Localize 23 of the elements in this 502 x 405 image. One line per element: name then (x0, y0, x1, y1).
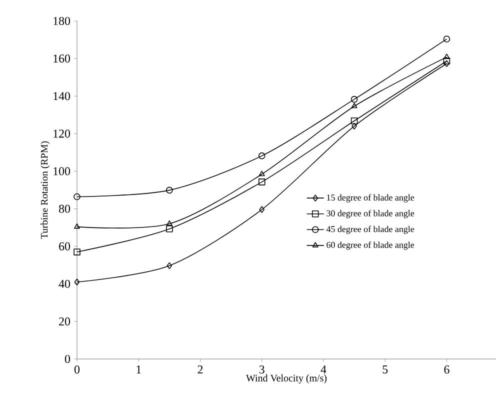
y-tick-label: 20 (59, 317, 70, 326)
x-tick-label: 3 (259, 366, 264, 374)
x-tick-label: 1 (136, 366, 141, 374)
x-axis-title: Wind Velocity (m/s) (246, 374, 327, 384)
x-tick-label: 0 (74, 366, 80, 374)
x-tick-label: 6 (444, 366, 450, 374)
y-tick-label: 60 (59, 242, 70, 250)
y-tick-label: 120 (54, 130, 70, 138)
legend-label: 45 degree of blade angle (326, 226, 414, 234)
y-tick-label: 140 (54, 92, 70, 100)
y-tick-label: 80 (58, 204, 70, 213)
y-axis-title: Turbine Rotation (RPM) (40, 141, 50, 239)
x-tick-label: 5 (382, 366, 388, 374)
x-tick-label: 2 (198, 366, 203, 374)
x-tick-label: 4 (320, 366, 326, 374)
y-tick-label: 180 (54, 16, 70, 26)
legend-label: 15 degree of blade angle (327, 194, 414, 202)
legend-label: 30 degree of blade angle (326, 210, 414, 218)
y-tick-label: 160 (54, 54, 70, 63)
legend-label: 60 degree of blade angle (326, 242, 414, 250)
y-tick-label: 100 (54, 167, 70, 176)
y-tick-label: 40 (58, 280, 70, 288)
y-tick-label: 0 (64, 354, 70, 364)
